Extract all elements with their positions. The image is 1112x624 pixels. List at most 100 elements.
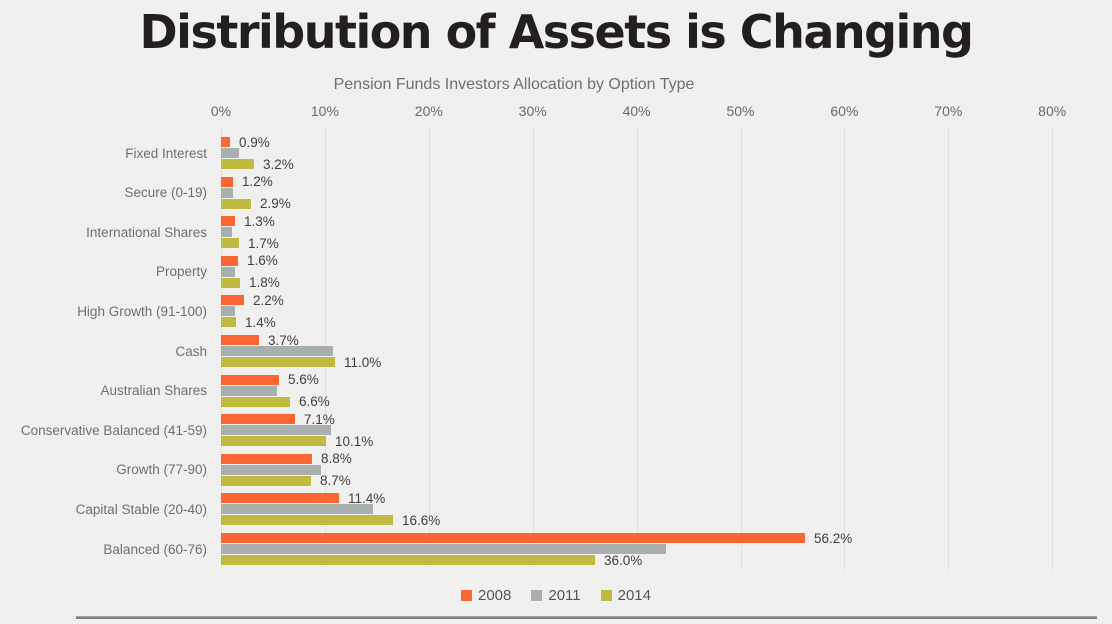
gridline (844, 126, 846, 571)
bar-value-label: 8.8% (321, 451, 352, 467)
bar-line: 1.3% (221, 213, 279, 229)
bar-value-label: 36.0% (604, 552, 643, 568)
bar-2011 (221, 385, 277, 396)
bar-value-label: 11.0% (344, 354, 382, 370)
legend-label: 2011 (548, 586, 581, 604)
bar-line: 3.7% (221, 332, 381, 348)
x-axis-tick: 80% (1038, 103, 1067, 119)
bar-line (221, 464, 352, 475)
bar-group: 0.9% 3.2% (221, 135, 294, 172)
bar-line (221, 187, 291, 198)
bar-value-label: 3.7% (268, 332, 299, 348)
legend-item-2014: 2014 (600, 586, 651, 604)
category-label: International Shares (86, 224, 207, 240)
bar-2008 (221, 414, 295, 425)
bar-group: 3.7% 11.0% (221, 332, 382, 370)
bar-value-label: 7.1% (304, 411, 335, 427)
category-label: Australian Shares (100, 383, 207, 399)
bar-2011 (221, 187, 233, 198)
bar-value-label: 1.3% (244, 213, 275, 229)
chart-row: Cash 3.7% 11.0% (0, 331, 1112, 371)
bar-line (221, 266, 280, 277)
bar-line (221, 504, 440, 515)
legend-swatch-2011 (531, 589, 543, 601)
bar-line: 10.1% (221, 434, 373, 449)
bar-value-label: 1.7% (248, 235, 279, 251)
x-axis-tick: 70% (934, 103, 963, 119)
bar-2011 (221, 306, 235, 317)
bar-line (221, 227, 279, 238)
bar-value-label: 1.4% (245, 314, 276, 330)
bar-2011 (221, 504, 373, 515)
bar-group: 11.4% 16.6% (221, 491, 441, 528)
bar-2011 (221, 346, 333, 356)
bar-value-label: 2.2% (253, 292, 284, 308)
bar-line (221, 346, 381, 356)
x-axis-tick: 10% (310, 103, 339, 119)
category-label: Growth (77-90) (116, 462, 207, 478)
bar-line: 7.1% (221, 411, 373, 427)
legend: 2008 2011 2014 (0, 585, 1112, 605)
bar-2014 (221, 555, 595, 565)
bar-line: 6.6% (221, 394, 330, 409)
bar-value-label: 16.6% (402, 512, 441, 528)
bar-2014 (221, 475, 311, 486)
bar-2011 (221, 148, 239, 158)
bar-value-label: 1.8% (249, 275, 280, 291)
bar-group: 56.2% 36.0% (221, 530, 853, 568)
legend-label: 2008 (477, 586, 512, 604)
bar-2011 (221, 464, 321, 475)
chart-subtitle: Pension Funds Investors Allocation by Op… (333, 76, 695, 93)
gridline (636, 126, 638, 571)
bar-2008 (221, 493, 339, 504)
bar-line: 0.9% (221, 135, 294, 150)
legend-label: 2014 (617, 586, 651, 604)
chart-row: Australian Shares 5.6% 6.6% (0, 371, 1112, 411)
bar-value-label: 3.2% (263, 156, 294, 172)
category-label: Capital Stable (20-40) (75, 501, 207, 517)
category-label: Fixed Interest (125, 145, 207, 161)
bar-line: 8.7% (221, 473, 352, 488)
gridline (1052, 126, 1054, 571)
divider-line (76, 616, 1097, 619)
bar-line: 5.6% (221, 372, 330, 387)
category-label: Secure (0-19) (124, 185, 207, 201)
bar-2014 (221, 277, 240, 288)
gridline (428, 126, 430, 571)
gridline (948, 126, 950, 571)
bar-line: 2.9% (221, 196, 291, 211)
bar-2014 (221, 357, 335, 367)
bar-line: 11.0% (221, 354, 382, 370)
chart-row: High Growth (91-100) 2.2% 1.4% (0, 291, 1112, 331)
chart-row: Secure (0-19) 1.2% 2.9% (0, 173, 1112, 213)
chart-row: Fixed Interest 0.9% 3.2% (0, 133, 1112, 173)
bar-2011 (221, 227, 232, 238)
bar-2014 (221, 238, 239, 249)
bar-line: 3.2% (221, 156, 294, 172)
bar-line: 56.2% (221, 530, 853, 546)
page-title: Distribution of Assets is Changing (139, 5, 974, 59)
bar-line: 2.2% (221, 292, 284, 308)
bar-2008 (221, 453, 312, 464)
bar-line (221, 385, 330, 396)
chart-row: International Shares 1.3% 1.7% (0, 212, 1112, 252)
bar-value-label: 56.2% (814, 530, 853, 546)
category-label: High Growth (91-100) (77, 303, 207, 319)
bar-group: 5.6% 6.6% (221, 372, 330, 409)
bar-2011 (221, 425, 331, 436)
bar-2014 (221, 198, 251, 209)
legend-item-2011: 2011 (531, 586, 581, 604)
legend-swatch-2014 (600, 589, 612, 601)
bar-line: 11.4% (221, 491, 440, 506)
bar-value-label: 1.6% (247, 253, 278, 269)
x-axis-tick: 0% (210, 103, 232, 119)
x-axis-tick: 40% (622, 103, 651, 119)
bar-group: 2.2% 1.4% (221, 292, 284, 330)
category-label: Balanced (60-76) (103, 541, 207, 557)
bar-line: 1.7% (221, 235, 279, 251)
bar-2008 (221, 374, 279, 385)
legend-item-2008: 2008 (460, 586, 512, 604)
chart-row: Capital Stable (20-40) 11.4% 16.6% (0, 489, 1112, 529)
bar-2014 (221, 515, 393, 526)
chart-row: Growth (77-90) 8.8% 8.7% (0, 450, 1112, 490)
